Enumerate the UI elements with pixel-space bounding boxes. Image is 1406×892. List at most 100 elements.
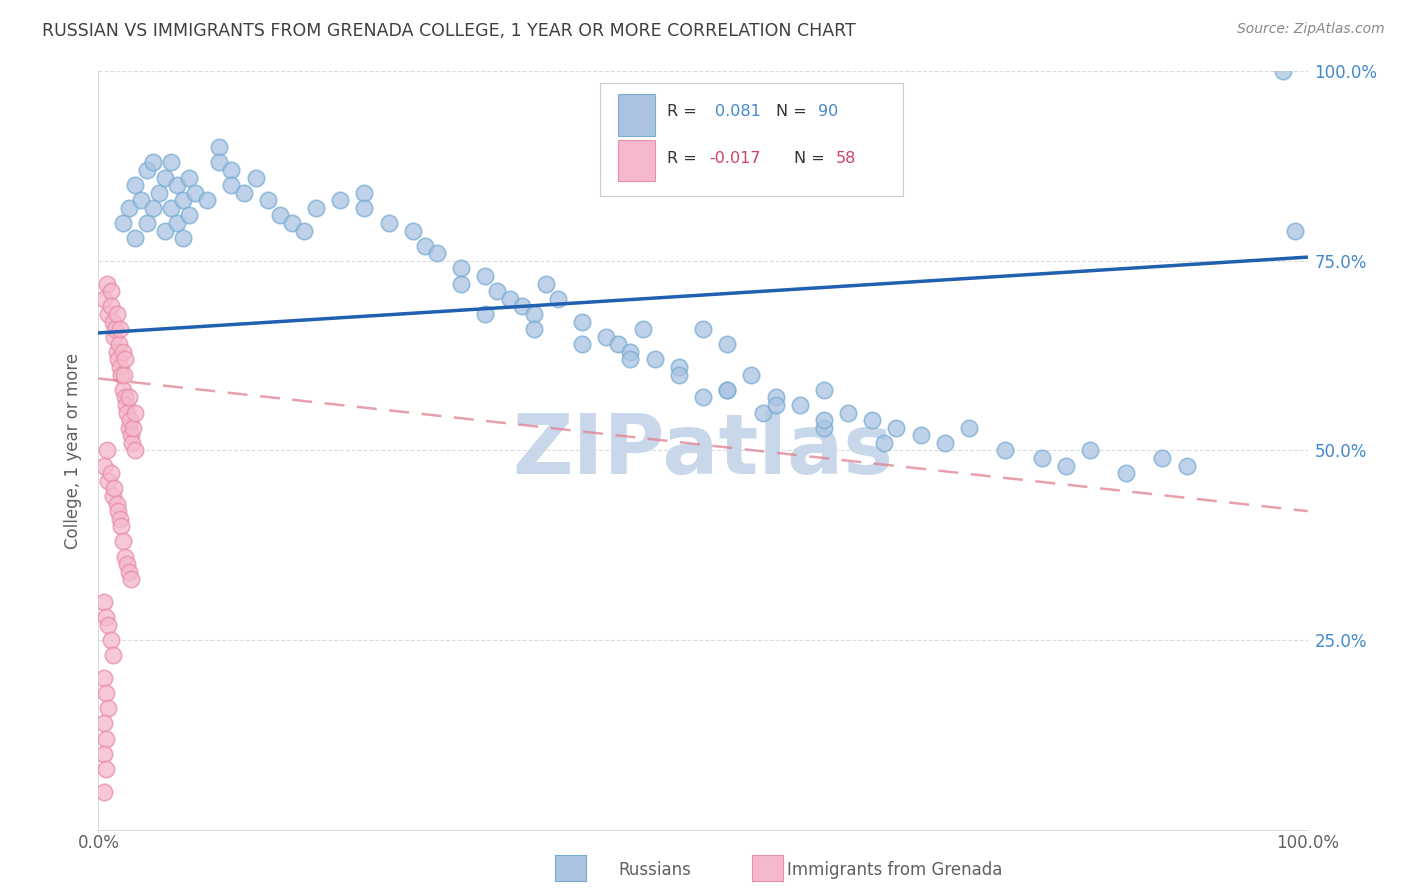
Point <box>886 421 908 435</box>
Point <box>595 330 617 344</box>
Point <box>292 223 315 237</box>
Point <box>120 428 142 442</box>
Point <box>281 216 304 230</box>
Point <box>813 383 835 397</box>
Text: 58: 58 <box>837 151 856 166</box>
Text: 90: 90 <box>818 104 838 119</box>
Point <box>111 534 134 549</box>
Point <box>765 391 787 405</box>
Point <box>94 686 117 700</box>
Text: 0.081: 0.081 <box>716 104 761 119</box>
Point <box>426 246 449 260</box>
Text: Russians: Russians <box>619 861 692 879</box>
Point <box>329 194 352 208</box>
Point <box>692 391 714 405</box>
Point <box>107 504 129 518</box>
Point <box>110 519 132 533</box>
Text: RUSSIAN VS IMMIGRANTS FROM GRENADA COLLEGE, 1 YEAR OR MORE CORRELATION CHART: RUSSIAN VS IMMIGRANTS FROM GRENADA COLLE… <box>42 22 856 40</box>
Point <box>1054 458 1077 473</box>
Point <box>111 216 134 230</box>
Point <box>474 307 496 321</box>
Text: R =: R = <box>666 151 702 166</box>
Point <box>100 285 122 299</box>
Point <box>619 352 641 367</box>
Point <box>607 337 630 351</box>
Point <box>172 194 194 208</box>
Point <box>118 201 141 215</box>
Point <box>765 398 787 412</box>
Point <box>160 201 183 215</box>
Point <box>910 428 932 442</box>
Point <box>166 178 188 193</box>
Point <box>1152 451 1174 466</box>
Point <box>668 359 690 375</box>
Point <box>716 337 738 351</box>
Point <box>221 178 243 193</box>
Point <box>118 421 141 435</box>
Point <box>450 261 472 276</box>
Point <box>1078 443 1101 458</box>
Point <box>96 443 118 458</box>
Point <box>93 785 115 799</box>
Point <box>117 557 139 572</box>
Point <box>93 747 115 761</box>
Point <box>93 716 115 731</box>
Point <box>166 216 188 230</box>
Point <box>101 489 124 503</box>
Point <box>129 194 152 208</box>
Text: Immigrants from Grenada: Immigrants from Grenada <box>787 861 1002 879</box>
Point <box>1175 458 1198 473</box>
Point <box>100 300 122 314</box>
Point <box>269 209 291 223</box>
Point <box>571 337 593 351</box>
Point <box>111 344 134 359</box>
Point <box>108 512 131 526</box>
Point <box>100 633 122 648</box>
Point <box>160 155 183 169</box>
Point <box>94 762 117 776</box>
Point <box>353 201 375 215</box>
Point <box>142 155 165 169</box>
Text: -0.017: -0.017 <box>709 151 761 166</box>
Bar <box>619 139 655 181</box>
Point <box>534 277 557 291</box>
Point <box>450 277 472 291</box>
Point <box>122 421 145 435</box>
Point <box>93 671 115 685</box>
Point <box>631 322 654 336</box>
Point <box>837 405 859 420</box>
Point <box>105 307 128 321</box>
Point <box>115 398 138 412</box>
Point <box>107 352 129 367</box>
Point <box>108 359 131 375</box>
Point <box>93 292 115 306</box>
Point <box>97 307 120 321</box>
Point <box>752 405 775 420</box>
Point <box>118 565 141 579</box>
Point <box>547 292 569 306</box>
Point <box>474 269 496 284</box>
Point <box>994 443 1017 458</box>
Point <box>1031 451 1053 466</box>
Point <box>179 209 201 223</box>
Point <box>716 383 738 397</box>
Point <box>245 170 267 185</box>
Point <box>114 352 136 367</box>
Point <box>108 322 131 336</box>
FancyBboxPatch shape <box>600 83 903 196</box>
Point <box>402 223 425 237</box>
Point <box>142 201 165 215</box>
Point <box>93 595 115 609</box>
Point <box>668 368 690 382</box>
Point <box>486 285 509 299</box>
Point <box>124 178 146 193</box>
Point <box>1115 467 1137 481</box>
Point <box>413 238 436 253</box>
Point <box>353 186 375 200</box>
Text: Source: ZipAtlas.com: Source: ZipAtlas.com <box>1237 22 1385 37</box>
Text: ZIPatlas: ZIPatlas <box>513 410 893 491</box>
Point <box>208 140 231 154</box>
Point <box>108 337 131 351</box>
Point <box>957 421 980 435</box>
Text: N =: N = <box>793 151 830 166</box>
